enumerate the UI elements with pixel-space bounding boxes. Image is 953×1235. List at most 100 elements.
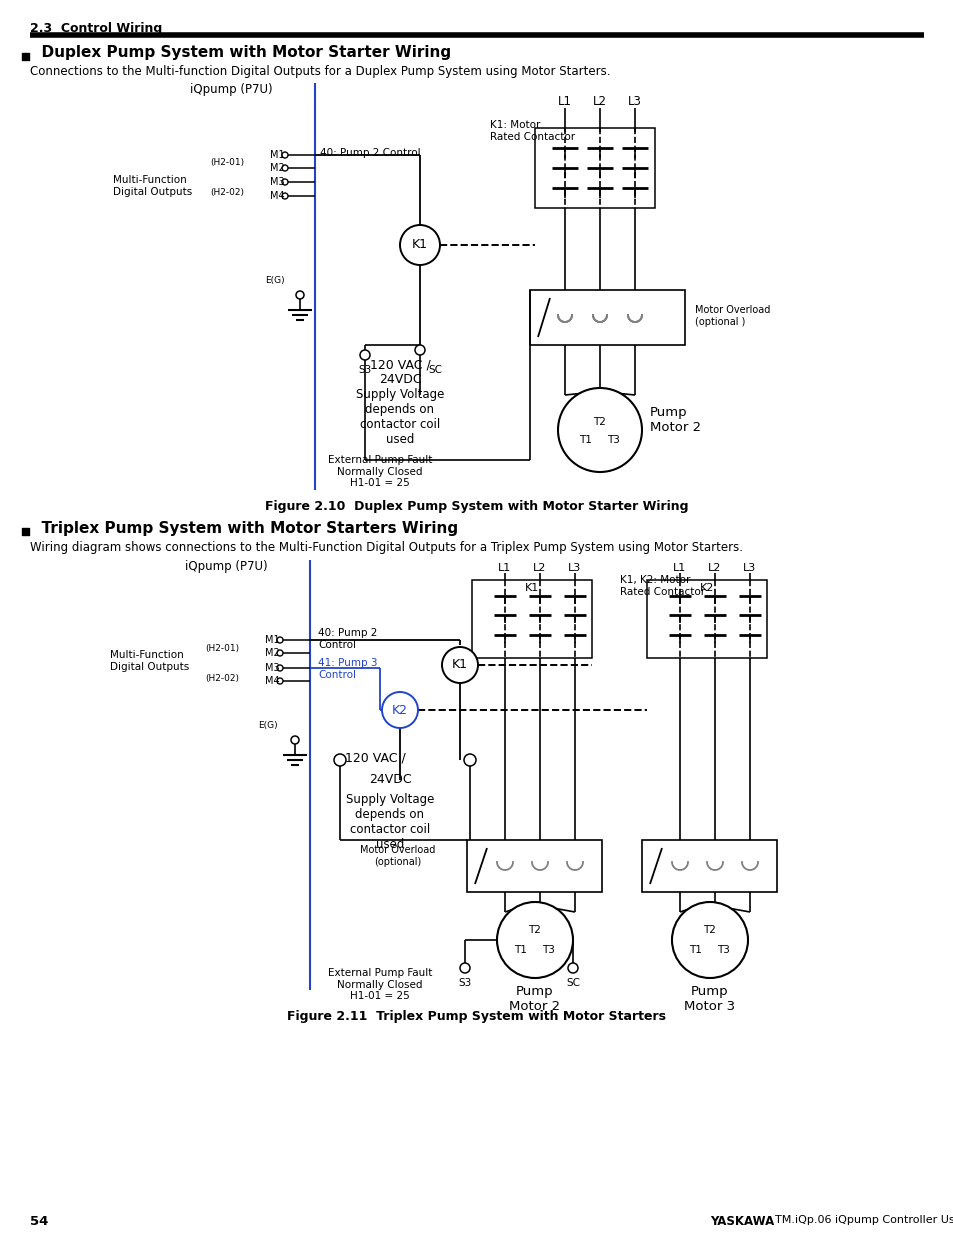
- Text: Figure 2.10  Duplex Pump System with Motor Starter Wiring: Figure 2.10 Duplex Pump System with Moto…: [265, 500, 688, 513]
- Text: K2: K2: [392, 704, 408, 716]
- Text: L2: L2: [533, 563, 546, 573]
- Circle shape: [282, 193, 288, 199]
- Text: Triplex Pump System with Motor Starters Wiring: Triplex Pump System with Motor Starters …: [30, 521, 457, 536]
- Text: iQpump (P7U): iQpump (P7U): [185, 559, 268, 573]
- Text: Pump
Motor 2: Pump Motor 2: [509, 986, 560, 1013]
- Text: L3: L3: [627, 95, 641, 107]
- Circle shape: [359, 350, 370, 359]
- Circle shape: [282, 179, 288, 185]
- Circle shape: [334, 755, 346, 766]
- Circle shape: [558, 388, 641, 472]
- Circle shape: [282, 165, 288, 170]
- Text: External Pump Fault
Normally Closed
H1-01 = 25: External Pump Fault Normally Closed H1-0…: [328, 968, 432, 1002]
- Text: Pump
Motor 3: Pump Motor 3: [683, 986, 735, 1013]
- Text: (H2-02): (H2-02): [205, 673, 239, 683]
- Text: SC: SC: [565, 978, 579, 988]
- Text: Connections to the Multi-function Digital Outputs for a Duplex Pump System using: Connections to the Multi-function Digita…: [30, 65, 610, 78]
- Text: External Pump Fault
Normally Closed
H1-01 = 25: External Pump Fault Normally Closed H1-0…: [328, 454, 432, 488]
- Bar: [472, 580, 592, 658]
- Text: T1: T1: [579, 435, 592, 445]
- Text: Supply Voltage
depends on
contactor coil
used: Supply Voltage depends on contactor coil…: [345, 793, 434, 851]
- Text: T2: T2: [528, 925, 541, 935]
- Bar: [467, 840, 601, 892]
- Text: M2: M2: [265, 648, 279, 658]
- Text: M1: M1: [265, 635, 279, 645]
- Text: YASKAWA: YASKAWA: [709, 1215, 774, 1228]
- Text: 54: 54: [30, 1215, 49, 1228]
- Text: T3: T3: [607, 435, 619, 445]
- Text: 120 VAC /: 120 VAC /: [345, 752, 405, 764]
- Bar: [535, 128, 655, 207]
- Text: Pump
Motor 2: Pump Motor 2: [649, 406, 700, 433]
- Text: E(G): E(G): [265, 275, 284, 285]
- Text: Figure 2.11  Triplex Pump System with Motor Starters: Figure 2.11 Triplex Pump System with Mot…: [287, 1010, 666, 1023]
- Circle shape: [276, 664, 283, 671]
- Text: S3: S3: [457, 978, 471, 988]
- Circle shape: [276, 650, 283, 656]
- Text: M3: M3: [265, 663, 279, 673]
- Text: K1: K1: [452, 658, 468, 672]
- Text: 40: Pump 2 Control: 40: Pump 2 Control: [319, 148, 420, 158]
- Text: T1: T1: [689, 945, 701, 955]
- Circle shape: [441, 647, 477, 683]
- Text: 41: Pump 3
Control: 41: Pump 3 Control: [317, 658, 377, 679]
- Text: K1, K2: Motor
Rated Contactor: K1, K2: Motor Rated Contactor: [619, 576, 704, 597]
- Text: K1: K1: [524, 583, 538, 593]
- Circle shape: [291, 736, 298, 743]
- Circle shape: [381, 692, 417, 727]
- Text: Multi-Function
Digital Outputs: Multi-Function Digital Outputs: [110, 650, 189, 672]
- Circle shape: [497, 902, 573, 978]
- Circle shape: [282, 152, 288, 158]
- Text: M4: M4: [270, 191, 284, 201]
- Text: K1: K1: [412, 238, 428, 252]
- Text: L2: L2: [707, 563, 720, 573]
- Text: S3: S3: [358, 366, 372, 375]
- Text: Duplex Pump System with Motor Starter Wiring: Duplex Pump System with Motor Starter Wi…: [30, 44, 451, 61]
- Text: 2.3  Control Wiring: 2.3 Control Wiring: [30, 22, 162, 35]
- Text: 24VDC: 24VDC: [368, 773, 411, 785]
- Text: M3: M3: [270, 177, 284, 186]
- Bar: [646, 580, 766, 658]
- Circle shape: [463, 755, 476, 766]
- Text: L3: L3: [742, 563, 756, 573]
- Text: (H2-01): (H2-01): [205, 643, 239, 652]
- Text: T3: T3: [717, 945, 730, 955]
- Text: Supply Voltage
depends on
contactor coil
used: Supply Voltage depends on contactor coil…: [355, 388, 444, 446]
- Text: L2: L2: [593, 95, 606, 107]
- Text: M1: M1: [270, 149, 284, 161]
- Circle shape: [415, 345, 424, 354]
- Text: L1: L1: [673, 563, 686, 573]
- Text: M2: M2: [270, 163, 284, 173]
- Circle shape: [399, 225, 439, 266]
- Text: E(G): E(G): [257, 721, 277, 730]
- Text: Wiring diagram shows connections to the Multi-Function Digital Outputs for a Tri: Wiring diagram shows connections to the …: [30, 541, 742, 555]
- Text: TM.iQp.06 iQpump Controller User Manual: TM.iQp.06 iQpump Controller User Manual: [774, 1215, 953, 1225]
- Text: K2: K2: [700, 583, 714, 593]
- Circle shape: [671, 902, 747, 978]
- Circle shape: [276, 637, 283, 643]
- Circle shape: [295, 291, 304, 299]
- Circle shape: [567, 963, 578, 973]
- Circle shape: [459, 963, 470, 973]
- Bar: [641, 840, 776, 892]
- Text: L1: L1: [558, 95, 572, 107]
- Text: iQpump (P7U): iQpump (P7U): [190, 83, 273, 96]
- Text: 120 VAC /
24VDC: 120 VAC / 24VDC: [369, 358, 430, 387]
- Text: M4: M4: [265, 676, 279, 685]
- Text: T3: T3: [542, 945, 555, 955]
- Text: SC: SC: [428, 366, 441, 375]
- Circle shape: [276, 678, 283, 684]
- Text: T1: T1: [514, 945, 527, 955]
- Text: K1: Motor
Rated Contactor: K1: Motor Rated Contactor: [490, 120, 575, 142]
- Text: (H2-01): (H2-01): [210, 158, 244, 168]
- Text: L1: L1: [497, 563, 511, 573]
- Bar: [530, 290, 684, 345]
- Text: Multi-Function
Digital Outputs: Multi-Function Digital Outputs: [112, 175, 193, 196]
- Text: (H2-02): (H2-02): [210, 189, 244, 198]
- Text: T2: T2: [702, 925, 716, 935]
- Text: T2: T2: [593, 417, 606, 427]
- Text: 40: Pump 2
Control: 40: Pump 2 Control: [317, 629, 377, 650]
- Text: L3: L3: [568, 563, 581, 573]
- Text: Motor Overload
(optional): Motor Overload (optional): [360, 845, 436, 867]
- Text: Motor Overload
(optional ): Motor Overload (optional ): [695, 305, 770, 326]
